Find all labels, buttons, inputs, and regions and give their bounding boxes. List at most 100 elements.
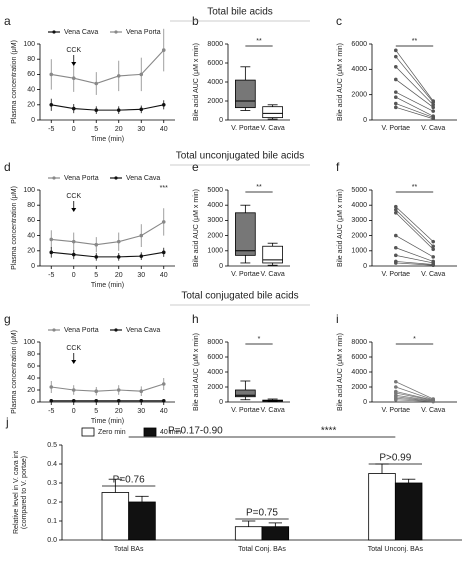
significance: **: [412, 38, 418, 45]
y-tick-label: 0.1: [47, 518, 57, 525]
y-tick-label: 60: [27, 217, 35, 224]
y-tick-label: 0: [31, 117, 35, 124]
y-tick-label: 60: [27, 71, 35, 78]
x-tick-label: V. Cava: [421, 125, 445, 132]
legend-swatch: [143, 427, 157, 437]
pair-line: [395, 235, 434, 258]
x-tick-label: -5: [48, 272, 54, 279]
legend-label: Vena Cava: [64, 29, 98, 36]
y-axis-label: Bile acid AUC (μM x min): [337, 43, 344, 121]
y-tick-label: 80: [27, 351, 35, 358]
point: [116, 239, 121, 244]
x-tick-label: 40: [160, 272, 168, 279]
point: [139, 72, 144, 77]
point: [71, 252, 76, 257]
section-title: Total conjugated bile acids: [181, 291, 298, 302]
point: [431, 255, 436, 259]
bar: [128, 501, 156, 541]
point: [116, 255, 121, 259]
point: [431, 100, 436, 105]
y-axis-label: (compared to V. portae): [21, 456, 28, 529]
point: [161, 103, 166, 107]
x-axis-label: Time (min): [91, 136, 124, 143]
x-tick-label: V. Portae: [231, 125, 260, 132]
pair-line: [395, 50, 434, 102]
point: [431, 239, 436, 244]
point: [431, 247, 436, 252]
y-tick-label: 2000: [207, 384, 223, 391]
panel-letter: j: [5, 415, 9, 429]
point: [71, 76, 76, 80]
y-tick-label: 0.3: [47, 480, 57, 487]
pair-line: [395, 96, 434, 117]
x-tick-label: 0: [72, 126, 76, 133]
point: [161, 220, 166, 224]
section-title: Total unconjugated bile acids: [176, 151, 304, 162]
point: [94, 255, 99, 259]
x-tick-label: V. Cava: [421, 271, 445, 278]
y-tick-label: 0.2: [47, 499, 57, 506]
legend-label: Vena Porta: [64, 175, 99, 182]
pair-line: [395, 66, 434, 106]
panel-letter: i: [336, 312, 339, 326]
pair-line: [395, 91, 434, 112]
y-tick-label: 6000: [351, 354, 367, 361]
point: [394, 261, 398, 265]
x-tick-label: V. Portae: [382, 271, 411, 278]
x-tick-label: V. Portae: [231, 407, 260, 414]
legend-label: Vena Porta: [126, 29, 161, 36]
pair-line: [395, 255, 434, 264]
x-tick-label: Total Unconj. BAs: [368, 546, 424, 553]
y-tick-label: 4000: [207, 202, 223, 209]
box: [262, 245, 283, 264]
series-line: [51, 221, 165, 246]
point: [49, 250, 54, 255]
point: [116, 108, 121, 112]
point: [394, 379, 398, 384]
pair-line: [395, 381, 434, 400]
x-tick-label: V. Cava: [421, 407, 445, 414]
pair-line: [395, 103, 434, 118]
point: [49, 103, 54, 107]
x-tick-label: V. Cava: [261, 125, 285, 132]
x-tick-label: V. Cava: [261, 271, 285, 278]
y-tick-label: 0: [363, 263, 367, 270]
point: [394, 105, 398, 110]
x-tick-label: V. Portae: [382, 125, 411, 132]
y-tick-label: 2000: [351, 232, 367, 239]
arrow-head: [71, 360, 77, 364]
y-tick-label: 60: [27, 363, 35, 370]
point: [431, 116, 436, 121]
point: [394, 90, 398, 94]
significance: **: [256, 38, 262, 45]
x-tick-label: Total Conj. BAs: [238, 546, 286, 553]
pair-line: [395, 391, 434, 401]
point: [394, 211, 398, 215]
y-tick-label: 40: [27, 375, 35, 382]
x-tick-label: 5: [94, 272, 98, 279]
pair-line: [395, 399, 434, 402]
y-tick-label: 4000: [351, 202, 367, 209]
annotation: P>0.99: [379, 453, 411, 464]
x-tick-label: 40: [160, 126, 168, 133]
y-tick-label: 4000: [351, 369, 367, 376]
significance: **: [412, 184, 418, 191]
point: [94, 242, 99, 247]
y-tick-label: 0: [31, 263, 35, 270]
y-tick-label: 0: [31, 399, 35, 406]
point: [116, 388, 121, 392]
bar: [234, 526, 263, 541]
x-axis-label: Time (min): [91, 282, 124, 289]
y-tick-label: 20: [27, 102, 35, 109]
y-tick-label: 2000: [351, 384, 367, 391]
point: [139, 233, 144, 238]
point: [394, 54, 398, 59]
panel-letter: d: [4, 160, 11, 174]
point: [94, 108, 99, 112]
y-tick-label: 0.0: [47, 537, 57, 544]
point: [139, 254, 144, 258]
x-tick-label: 5: [94, 408, 98, 415]
y-tick-label: 5000: [351, 187, 367, 194]
y-axis-label: Bile acid AUC (μM x min): [193, 43, 200, 121]
